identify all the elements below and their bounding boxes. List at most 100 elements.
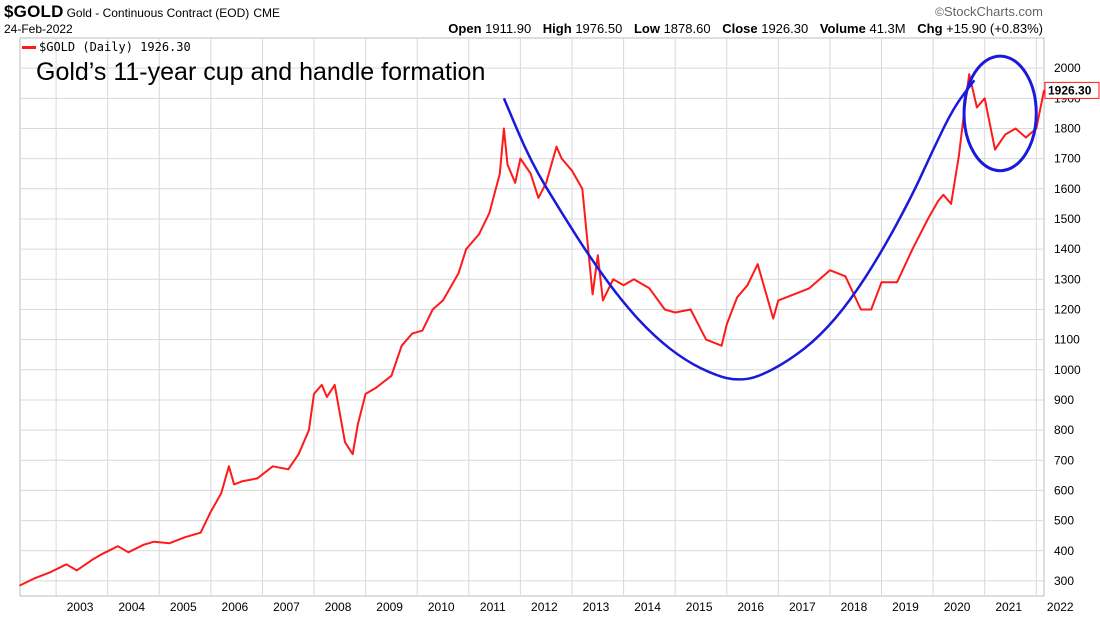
- price-data-point: [664, 308, 666, 311]
- y-tick-label: 1700: [1054, 152, 1081, 166]
- y-tick-label: 1000: [1054, 363, 1081, 377]
- y-tick-label: 400: [1054, 544, 1074, 558]
- legend-swatch: [22, 46, 36, 49]
- price-data-point: [818, 278, 821, 281]
- high-value: 1976.50: [575, 21, 623, 36]
- price-data-point: [228, 465, 230, 468]
- price-data-point: [390, 375, 393, 377]
- open-label: Open: [448, 21, 482, 36]
- price-data-point: [117, 545, 119, 548]
- price-data-point: [725, 323, 728, 326]
- y-tick-label: 900: [1054, 393, 1074, 407]
- price-data-point: [880, 281, 883, 284]
- x-tick-label: 2015: [686, 600, 713, 614]
- price-data-point: [233, 483, 235, 486]
- price-data-point: [364, 393, 367, 395]
- low-value: 1878.60: [663, 21, 711, 36]
- price-data-point: [612, 278, 615, 281]
- symbol: $GOLD: [4, 2, 64, 21]
- price-data-point: [127, 551, 130, 554]
- price-data-point: [911, 248, 914, 250]
- x-tick-label: 2004: [118, 600, 145, 614]
- chart-header: $GOLD Gold - Continuous Contract (EOD) CME: [4, 2, 280, 22]
- ohlc-summary: Open 1911.90 High 1976.50 Low 1878.60 Cl…: [448, 21, 1043, 36]
- y-tick-label: 1500: [1054, 212, 1081, 226]
- symbol-description: Gold - Continuous Contract (EOD): [66, 6, 250, 20]
- price-data-point: [400, 344, 403, 347]
- price-data-point: [326, 396, 328, 398]
- x-tick-label: 2016: [737, 600, 764, 614]
- x-tick-label: 2020: [944, 600, 971, 614]
- price-data-point: [241, 480, 243, 483]
- chg-value: +15.90 (+0.83%): [946, 21, 1043, 36]
- close-value: 1926.30: [761, 21, 809, 36]
- price-data-point: [1025, 136, 1027, 139]
- y-tick-label: 2000: [1054, 61, 1081, 75]
- y-tick-label: 700: [1054, 453, 1074, 467]
- x-tick-label: 2008: [325, 600, 352, 614]
- x-tick-label: 2006: [222, 600, 249, 614]
- price-data-point: [777, 299, 780, 302]
- y-tick-label: 1400: [1054, 242, 1081, 256]
- y-tick-label: 1100: [1054, 333, 1080, 347]
- y-tick-label: 1800: [1054, 121, 1081, 135]
- price-data-point: [457, 272, 460, 275]
- x-tick-label: 2014: [634, 600, 661, 614]
- price-data-point: [622, 284, 625, 287]
- price-data-point: [596, 254, 599, 256]
- price-data-point: [320, 384, 323, 386]
- price-data-point: [983, 97, 986, 100]
- price-data-point: [958, 154, 960, 157]
- price-data-point: [994, 148, 996, 151]
- price-data-point: [297, 453, 300, 456]
- volume-label: Volume: [819, 21, 866, 36]
- price-data-point: [1043, 89, 1045, 92]
- price-data-point: [308, 429, 310, 431]
- price-data-point: [793, 293, 795, 296]
- price-data-point: [271, 465, 274, 468]
- x-tick-label: 2013: [583, 600, 610, 614]
- chart-annotation: Gold’s 11-year cup and handle formation: [36, 58, 486, 86]
- price-data-point: [442, 299, 444, 302]
- price-data-point: [808, 287, 811, 290]
- x-tick-label: 2018: [841, 600, 868, 614]
- x-tick-label: 2017: [789, 600, 816, 614]
- price-data-point: [968, 73, 970, 75]
- price-data-point: [478, 233, 480, 235]
- price-data-point: [633, 278, 635, 281]
- price-series-line: [19, 73, 1045, 587]
- price-data-point: [591, 293, 594, 296]
- price-data-point: [50, 571, 52, 573]
- brand: ©StockCharts.com: [935, 4, 1043, 19]
- price-data-point: [581, 188, 584, 190]
- price-data-point: [829, 269, 831, 272]
- price-data-point: [91, 559, 94, 561]
- price-data-point: [976, 106, 978, 109]
- x-tick-label: 2021: [995, 600, 1022, 614]
- price-data-point: [19, 584, 21, 587]
- price-data-point: [860, 308, 862, 311]
- price-data-point: [184, 536, 186, 538]
- price-data-point: [571, 169, 573, 172]
- price-data-point: [545, 181, 547, 184]
- price-data-point: [1014, 127, 1017, 130]
- price-data-point: [506, 163, 509, 166]
- low-label: Low: [633, 21, 660, 36]
- price-data-point: [333, 384, 336, 386]
- price-data-point: [153, 540, 155, 543]
- x-tick-label: 2012: [531, 600, 558, 614]
- chg-label: Chg: [917, 21, 943, 36]
- chart-legend: $GOLD (Daily) 1926.30: [22, 40, 191, 54]
- x-tick-label: 2005: [170, 600, 197, 614]
- open-value: 1911.90: [485, 21, 532, 36]
- price-data-point: [736, 296, 738, 299]
- price-data-point: [357, 423, 359, 425]
- price-data-point: [411, 332, 413, 335]
- chart-date: 24-Feb-2022: [4, 22, 73, 36]
- y-tick-label: 1300: [1054, 272, 1081, 286]
- x-tick-label: 2022: [1047, 600, 1074, 614]
- price-data-point: [465, 248, 468, 250]
- price-data-point: [143, 543, 145, 546]
- price-data-point: [488, 212, 491, 214]
- y-tick-label: 800: [1054, 423, 1074, 437]
